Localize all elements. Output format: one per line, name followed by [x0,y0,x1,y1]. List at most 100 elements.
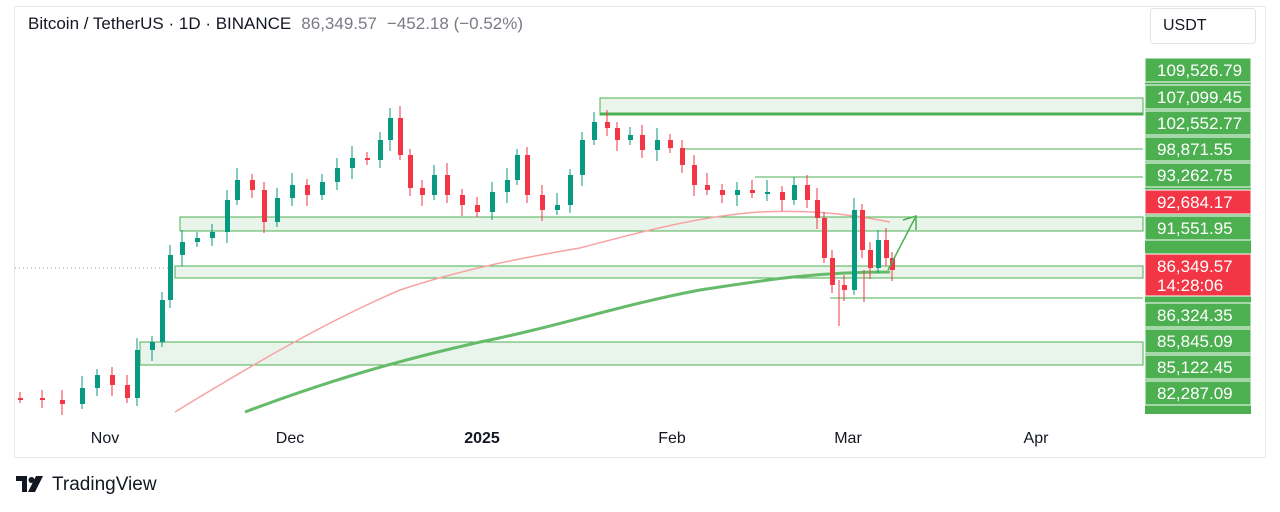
moving-average-fast [174,210,891,413]
price-label: 85,122.45 [1157,358,1233,377]
candle-body [40,398,45,400]
candle-body [884,240,889,258]
projection-arrow-head [902,214,917,230]
price-label: 92,684.17 [1157,193,1233,212]
price-label-box [1144,354,1252,380]
candle-body [420,188,425,195]
candle-body [168,255,173,300]
candle-body [408,155,413,188]
last-price: 86,349.57 [301,14,377,33]
price-label-box [1144,57,1252,83]
candle-body [605,122,610,128]
x-tick-label: Feb [658,430,686,447]
candle-body [398,118,403,155]
candle-body [780,192,785,200]
candle-body [290,185,295,198]
candle-body [668,140,673,148]
candle-body [250,180,255,190]
zone-resistance-mid [179,216,1144,232]
candle-body [842,285,847,290]
candle-body [628,135,633,140]
x-tick-label: Mar [834,430,862,447]
price-label-box [1144,162,1252,188]
price-label-box [1144,189,1252,215]
candle-body [150,342,155,350]
price-label-box [1144,253,1252,297]
candle-body [210,232,215,238]
price-label: 82,287.09 [1157,384,1233,403]
price-label: 109,526.79 [1157,61,1242,80]
price-chart[interactable]: Nov Dec 2025 Feb Mar Apr 109,526.79 107,099.45 1… [0,0,1280,470]
candle-body [830,258,835,285]
price-label: 102,552.77 [1157,114,1242,133]
price-change: −452.18 (−0.52%) [386,14,524,33]
candle-body [505,180,510,192]
candle-body [592,122,597,140]
x-tick-label: Dec [276,430,304,447]
candle-body [180,242,185,255]
candle-body [705,185,710,190]
chart-header: Bitcoin / TetherUS · 1D · BINANCE 86,349.… [28,14,523,34]
tradingview-logo-icon [16,476,43,492]
tradingview-brand[interactable]: TradingView [16,474,157,496]
candle-body [525,155,530,195]
candle-body [805,185,810,200]
candle-body [275,198,280,222]
currency-button[interactable]: USDT [1150,8,1256,44]
candle-body [876,240,881,268]
symbol-title[interactable]: Bitcoin / TetherUS · 1D · BINANCE [28,14,292,33]
candle-body [350,158,355,168]
candle-body [735,190,740,195]
x-tick-label: 2025 [464,430,500,447]
zone-resistance-upper [599,113,1144,116]
candle-body [822,218,827,258]
zone-support-lower [139,341,1144,366]
price-label: 85,845.09 [1157,332,1233,351]
candle-body [18,398,23,400]
candle-body [460,195,465,205]
candle-body [388,118,393,140]
price-label: 98,871.55 [1157,140,1233,159]
price-label: 86,349.57 [1157,257,1233,276]
x-tick-label: Nov [91,430,119,447]
candle-body [555,205,560,210]
candle-body [335,168,340,182]
candle-body [860,210,865,250]
candle-body [95,375,100,388]
candle-body [432,175,437,195]
projection-arrow [887,217,916,271]
price-label: 93,262.75 [1157,166,1233,185]
candle-body [750,190,755,193]
candle-body [125,385,130,398]
zone-resistance-top [599,97,1144,114]
candle-body [655,140,660,150]
candle-body [305,185,310,195]
candle-body [262,190,267,222]
candle-body [568,175,573,205]
candle-body [792,185,797,200]
candle-body [815,200,820,218]
candle-body [320,182,325,195]
candle-body [890,258,895,270]
price-label-box [1144,84,1252,110]
price-label-box [1144,328,1252,354]
candle-body [365,158,370,160]
candle-body [378,140,383,160]
x-tick-label: Apr [1024,430,1050,447]
candle-body [235,180,240,200]
candle-body [580,140,585,175]
price-label: 107,099.45 [1157,88,1242,107]
candle-body [540,195,545,210]
price-label-box [1144,215,1252,241]
countdown-label: 14:28:06 [1157,276,1223,295]
candle-body [225,200,230,232]
candle-body [515,155,520,180]
candle-body [720,190,725,195]
candle-body [60,400,65,404]
candle-body [490,192,495,212]
candle-body [640,135,645,150]
candle-body [692,165,697,185]
candle-body [852,210,857,290]
candle-body [160,300,165,342]
price-label-box [1144,110,1252,136]
